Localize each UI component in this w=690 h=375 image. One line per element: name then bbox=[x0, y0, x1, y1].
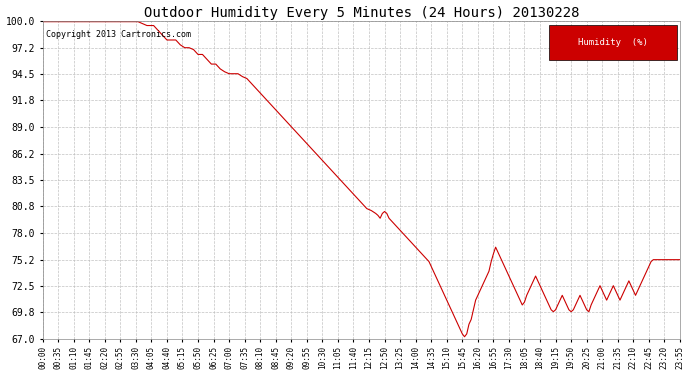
Text: Humidity  (%): Humidity (%) bbox=[578, 39, 648, 48]
Title: Outdoor Humidity Every 5 Minutes (24 Hours) 20130228: Outdoor Humidity Every 5 Minutes (24 Hou… bbox=[144, 6, 579, 20]
FancyBboxPatch shape bbox=[549, 26, 677, 60]
Text: Copyright 2013 Cartronics.com: Copyright 2013 Cartronics.com bbox=[46, 30, 190, 39]
